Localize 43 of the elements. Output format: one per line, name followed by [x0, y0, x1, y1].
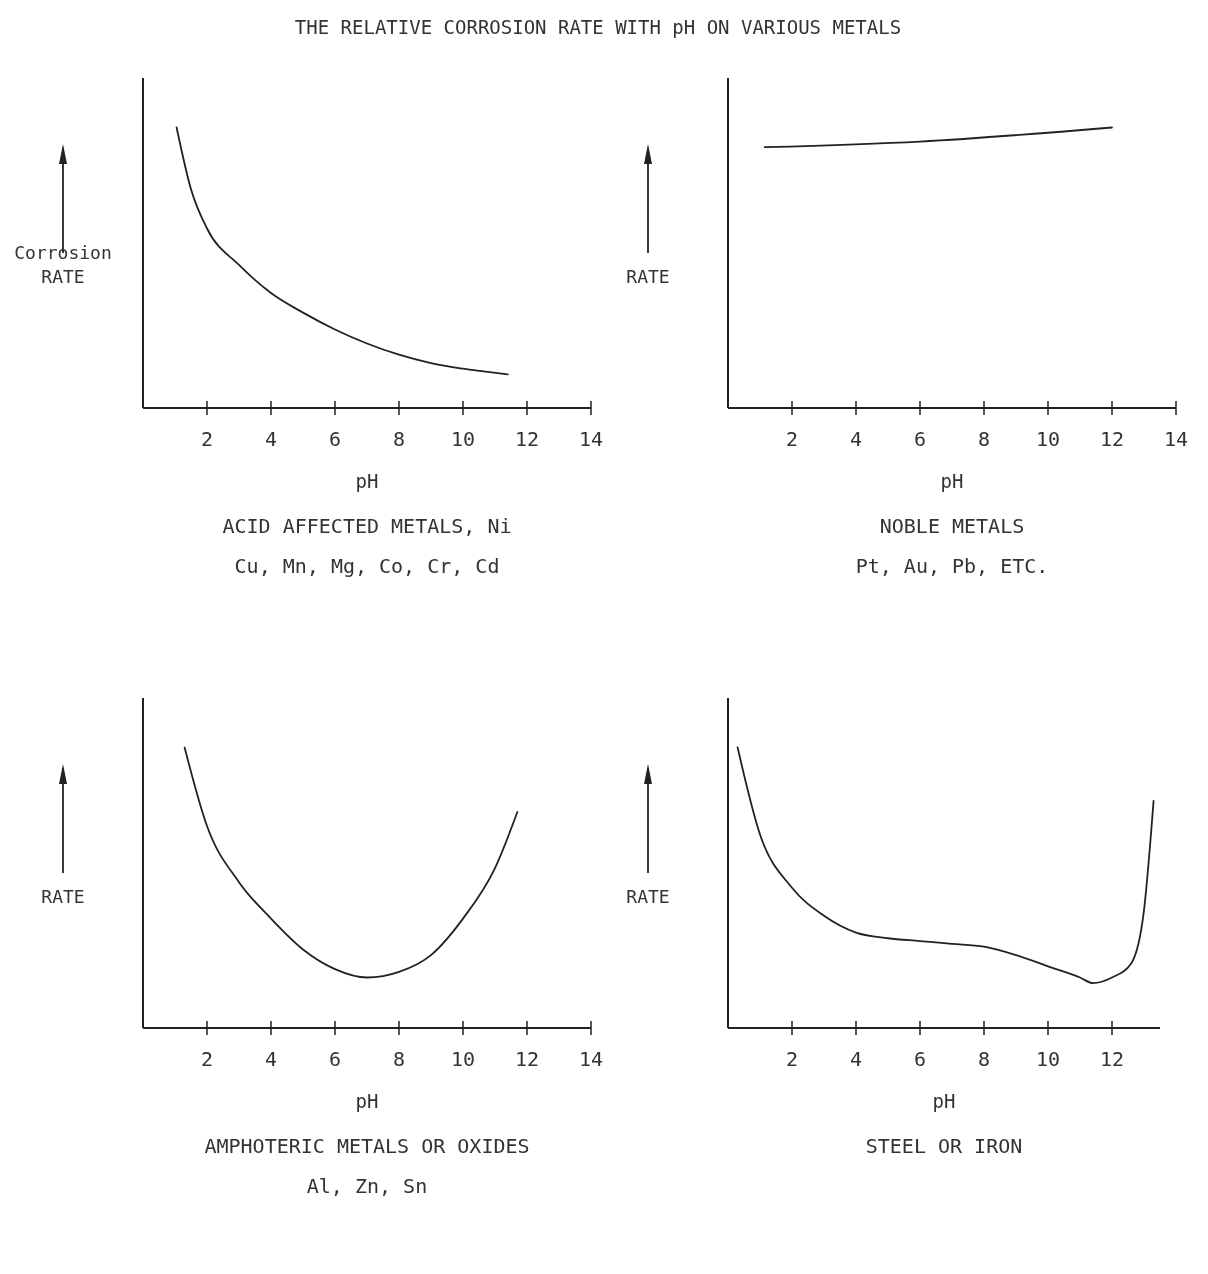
x-tick-label: 6 [328, 427, 342, 451]
x-axis-title: pH [940, 470, 964, 492]
text: Cu, Mn, Mg, Co, Cr, Cd [234, 554, 500, 578]
text: AMPHOTERIC METALS OR OXIDES [204, 1134, 530, 1158]
x-tick-label: 10 [1035, 1047, 1061, 1071]
x-tick-label: 2 [785, 1047, 799, 1071]
x-tick-label: 6 [913, 427, 927, 451]
x-tick-label: 14 [578, 1047, 604, 1071]
x-tick-label: 4 [849, 1047, 863, 1071]
x-tick-label: 2 [785, 427, 799, 451]
text: Al, Zn, Sn [306, 1174, 428, 1198]
y-axis-title: RATE [626, 886, 670, 907]
x-tick-label: 10 [450, 1047, 476, 1071]
x-tick-label: 2 [200, 427, 214, 451]
x-tick-label: 6 [328, 1047, 342, 1071]
x-tick-label: 12 [514, 1047, 540, 1071]
x-tick-label: 12 [514, 427, 540, 451]
x-tick-label: 8 [392, 427, 406, 451]
x-tick-label: 4 [264, 427, 278, 451]
x-axis-title: pH [355, 470, 379, 492]
text: ACID AFFECTED METALS, Ni [222, 514, 512, 538]
x-axis-title: pH [355, 1090, 379, 1112]
x-tick-label: 4 [849, 427, 863, 451]
text: Pt, Au, Pb, ETC. [855, 554, 1049, 578]
x-tick-label: 12 [1099, 427, 1125, 451]
x-tick-label: 10 [1035, 427, 1061, 451]
x-tick-label: 6 [913, 1047, 927, 1071]
y-axis-title: RATE [626, 266, 670, 287]
x-tick-label: 10 [450, 427, 476, 451]
x-tick-label: 14 [1163, 427, 1189, 451]
y-axis-title: Corrosion RATE [14, 242, 112, 287]
x-tick-label: 8 [977, 427, 991, 451]
x-tick-label: 12 [1099, 1047, 1125, 1071]
x-tick-label: 8 [977, 1047, 991, 1071]
y-axis-title: RATE [41, 886, 85, 907]
chart-title: THE RELATIVE CORROSION RATE WITH pH ON VARIOUS METALS [294, 16, 902, 38]
text: NOBLE METALS [879, 514, 1025, 538]
x-tick-label: 8 [392, 1047, 406, 1071]
text: STEEL OR IRON [865, 1134, 1023, 1158]
x-tick-label: 4 [264, 1047, 278, 1071]
x-tick-label: 2 [200, 1047, 214, 1071]
x-axis-title: pH [932, 1090, 956, 1112]
x-tick-label: 14 [578, 427, 604, 451]
